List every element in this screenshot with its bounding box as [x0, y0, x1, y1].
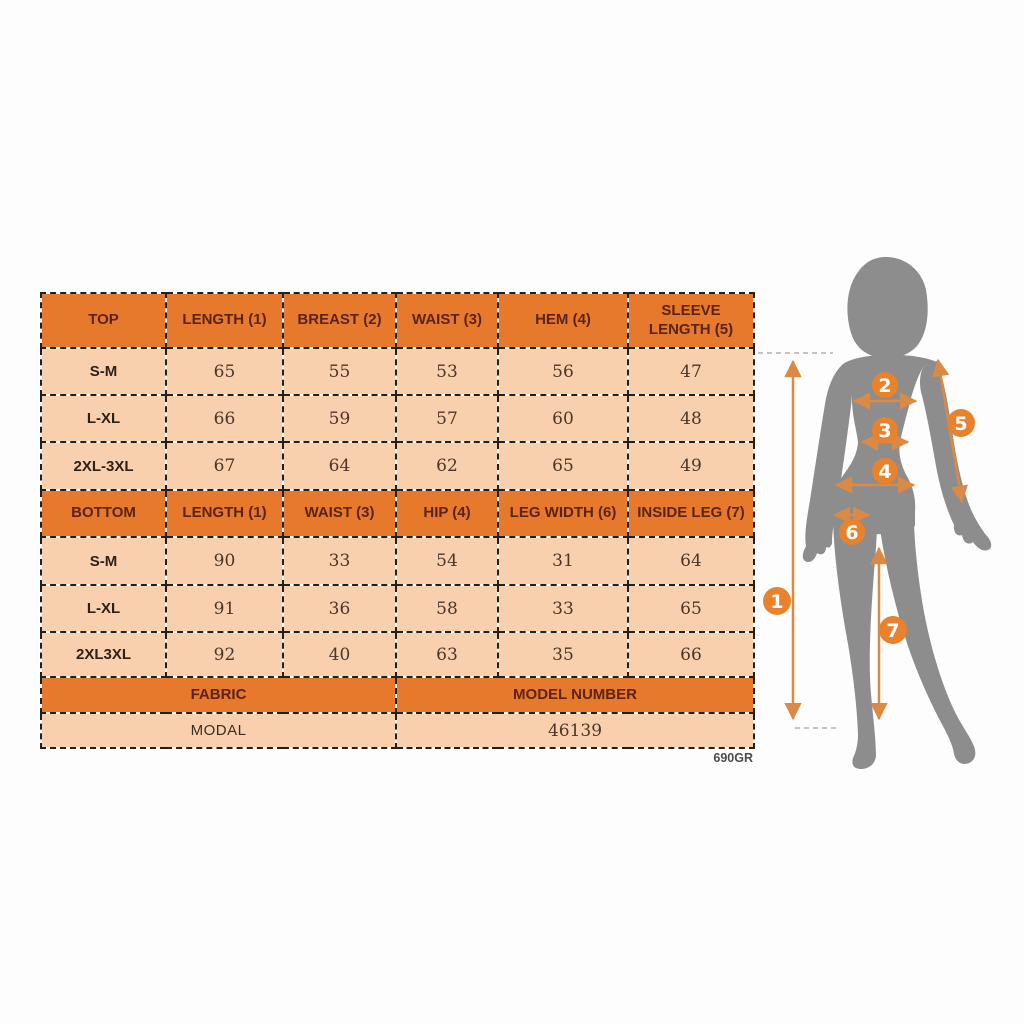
- marker-5: 5: [947, 409, 975, 437]
- size-chart: TOP LENGTH (1) BREAST (2) WAIST (3) HEM …: [40, 292, 755, 749]
- table-row: 2XL3XL 92 40 63 35 66: [40, 631, 755, 678]
- measurement-value: 58: [395, 584, 499, 633]
- measurement-value: 64: [282, 441, 397, 491]
- bottom-header-cell: BOTTOM: [40, 489, 167, 538]
- measurement-value: 54: [395, 536, 499, 586]
- measurement-value: 65: [497, 441, 629, 491]
- top-header-cell: SLEEVE LENGTH (5): [627, 292, 755, 349]
- marker-circle: [872, 458, 898, 484]
- woman-silhouette: [802, 257, 992, 769]
- silhouette-left-arm: [802, 364, 852, 563]
- top-header-cell: HEM (4): [497, 292, 629, 349]
- marker-6: 6: [839, 519, 865, 545]
- measurement-value: 53: [395, 347, 499, 396]
- bottom-header-cell: INSIDE LEG (7): [627, 489, 755, 538]
- measurement-value: 67: [165, 441, 284, 491]
- size-label: S-M: [40, 347, 167, 396]
- bottom-header-cell: LEG WIDTH (6): [497, 489, 629, 538]
- measurement-value: 35: [497, 631, 629, 678]
- marker-number: 7: [886, 620, 899, 642]
- top-header-cell: BREAST (2): [282, 292, 397, 349]
- fabric-value-cell: MODAL: [40, 712, 397, 749]
- measurement-value: 36: [282, 584, 397, 633]
- top-header-cell: TOP: [40, 292, 167, 349]
- marker-circle: [839, 519, 865, 545]
- measurement-value: 49: [627, 441, 755, 491]
- marker-number: 4: [878, 461, 891, 483]
- measurement-value: 65: [627, 584, 755, 633]
- footer-value-row: MODAL 46139: [40, 712, 755, 749]
- fabric-header-cell: FABRIC: [40, 676, 397, 714]
- marker-number: 1: [770, 591, 783, 613]
- measurement-value: 56: [497, 347, 629, 396]
- bottom-header-cell: LENGTH (1): [165, 489, 284, 538]
- size-label: 2XL-3XL: [40, 441, 167, 491]
- measurement-value: 60: [497, 394, 629, 443]
- table-row: S-M 65 55 53 56 47: [40, 347, 755, 396]
- marker-number: 6: [845, 522, 858, 544]
- measurement-value: 92: [165, 631, 284, 678]
- marker-7: 7: [879, 616, 907, 644]
- size-label: L-XL: [40, 584, 167, 633]
- bottom-header-cell: WAIST (3): [282, 489, 397, 538]
- marker-circle: [872, 417, 898, 443]
- measurement-value: 66: [627, 631, 755, 678]
- measurement-value: 65: [165, 347, 284, 396]
- silhouette-right-arm: [920, 361, 992, 551]
- measurement-markers: 1 2 3 4 5 6 7: [763, 372, 975, 644]
- top-header-cell: WAIST (3): [395, 292, 499, 349]
- measurement-value: 47: [627, 347, 755, 396]
- marker-1: 1: [763, 587, 791, 615]
- measurement-value: 64: [627, 536, 755, 586]
- measurement-value: 62: [395, 441, 499, 491]
- measurement-value: 31: [497, 536, 629, 586]
- size-label: L-XL: [40, 394, 167, 443]
- marker-circle: [763, 587, 791, 615]
- product-code-label: 690GR: [713, 751, 753, 765]
- marker-3: 3: [872, 417, 898, 443]
- marker-circle: [947, 409, 975, 437]
- marker-4: 4: [872, 458, 898, 484]
- table-row: 2XL-3XL 67 64 62 65 49: [40, 441, 755, 491]
- measurement-value: 90: [165, 536, 284, 586]
- silhouette-right-leg: [879, 522, 976, 764]
- size-label: S-M: [40, 536, 167, 586]
- model-number-header-cell: MODEL NUMBER: [395, 676, 755, 714]
- measurement-value: 91: [165, 584, 284, 633]
- measurement-value: 40: [282, 631, 397, 678]
- size-chart-table: TOP LENGTH (1) BREAST (2) WAIST (3) HEM …: [40, 292, 755, 749]
- silhouette-left-leg: [833, 520, 877, 769]
- top-header-cell: LENGTH (1): [165, 292, 284, 349]
- marker-number: 2: [878, 375, 891, 397]
- silhouette-hair: [847, 257, 928, 359]
- model-number-value-cell: 46139: [395, 712, 755, 749]
- measurement-value: 66: [165, 394, 284, 443]
- marker-circle: [872, 372, 898, 398]
- measurement-value: 59: [282, 394, 397, 443]
- marker-circle: [879, 616, 907, 644]
- marker-number: 3: [878, 420, 891, 442]
- measurement-value: 55: [282, 347, 397, 396]
- bottom-header-cell: HIP (4): [395, 489, 499, 538]
- marker-2: 2: [872, 372, 898, 398]
- marker-number: 5: [954, 413, 967, 435]
- measurement-value: 48: [627, 394, 755, 443]
- measurement-figure: 1 2 3 4 5 6 7: [758, 257, 992, 769]
- footer-header-row: FABRIC MODEL NUMBER: [40, 676, 755, 714]
- measurement-value: 33: [282, 536, 397, 586]
- table-row: L-XL 91 36 58 33 65: [40, 584, 755, 633]
- measurement-value: 57: [395, 394, 499, 443]
- top-header-row: TOP LENGTH (1) BREAST (2) WAIST (3) HEM …: [40, 292, 755, 349]
- size-label: 2XL3XL: [40, 631, 167, 678]
- bottom-header-row: BOTTOM LENGTH (1) WAIST (3) HIP (4) LEG …: [40, 489, 755, 538]
- table-row: L-XL 66 59 57 60 48: [40, 394, 755, 443]
- measurement-value: 63: [395, 631, 499, 678]
- table-row: S-M 90 33 54 31 64: [40, 536, 755, 586]
- measurement-value: 33: [497, 584, 629, 633]
